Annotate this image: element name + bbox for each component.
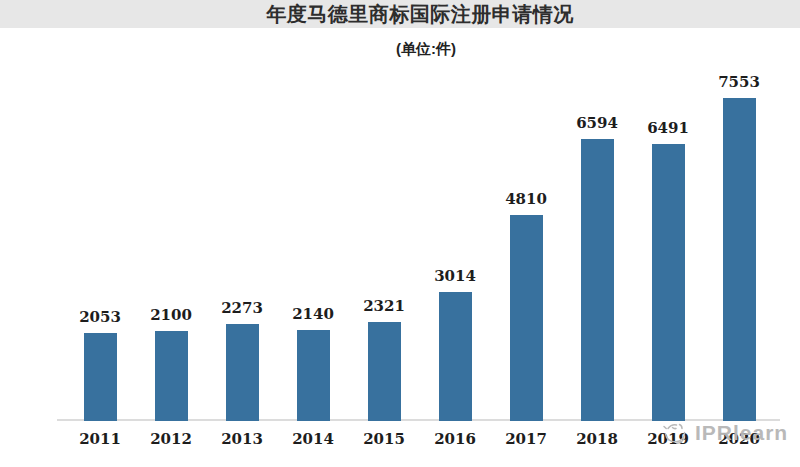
bar-value-label: 2053 <box>64 309 136 325</box>
bar-chart: 2053 2011 2100 2012 2273 2013 2140 2014 2321 2015… <box>0 0 800 467</box>
bar-value-label: 2140 <box>277 306 349 322</box>
bar-2014 <box>297 330 330 421</box>
page: { "header": { "title": "年度马德里商标国际注册申请情况"… <box>0 0 800 467</box>
bar-value-label: 2100 <box>135 307 207 323</box>
x-tick-label: 2015 <box>348 431 420 448</box>
x-tick-label: 2016 <box>419 431 491 448</box>
bar-2011 <box>84 333 117 421</box>
bar-value-label: 2321 <box>348 298 420 314</box>
bar-2016 <box>439 292 472 421</box>
bar-value-label: 6594 <box>561 115 633 131</box>
bar-2018 <box>581 139 614 421</box>
x-tick-label: 2017 <box>490 431 562 448</box>
bar-value-label: 7553 <box>703 74 775 90</box>
bar-2017 <box>510 215 543 421</box>
x-tick-label: 2014 <box>277 431 349 448</box>
x-tick-label: 2020 <box>703 431 775 448</box>
bar-2013 <box>226 324 259 421</box>
bar-value-label: 6491 <box>632 120 704 136</box>
bar-2019 <box>652 144 685 421</box>
bar-value-label: 3014 <box>419 268 491 284</box>
x-tick-label: 2013 <box>206 431 278 448</box>
x-tick-label: 2012 <box>135 431 207 448</box>
bar-value-label: 2273 <box>206 300 278 316</box>
bar-2012 <box>155 331 188 421</box>
x-tick-label: 2011 <box>64 431 136 448</box>
bar-2020 <box>723 98 756 421</box>
bar-value-label: 4810 <box>490 191 562 207</box>
x-tick-label: 2018 <box>561 431 633 448</box>
bar-2015 <box>368 322 401 421</box>
x-tick-label: 2019 <box>632 431 704 448</box>
